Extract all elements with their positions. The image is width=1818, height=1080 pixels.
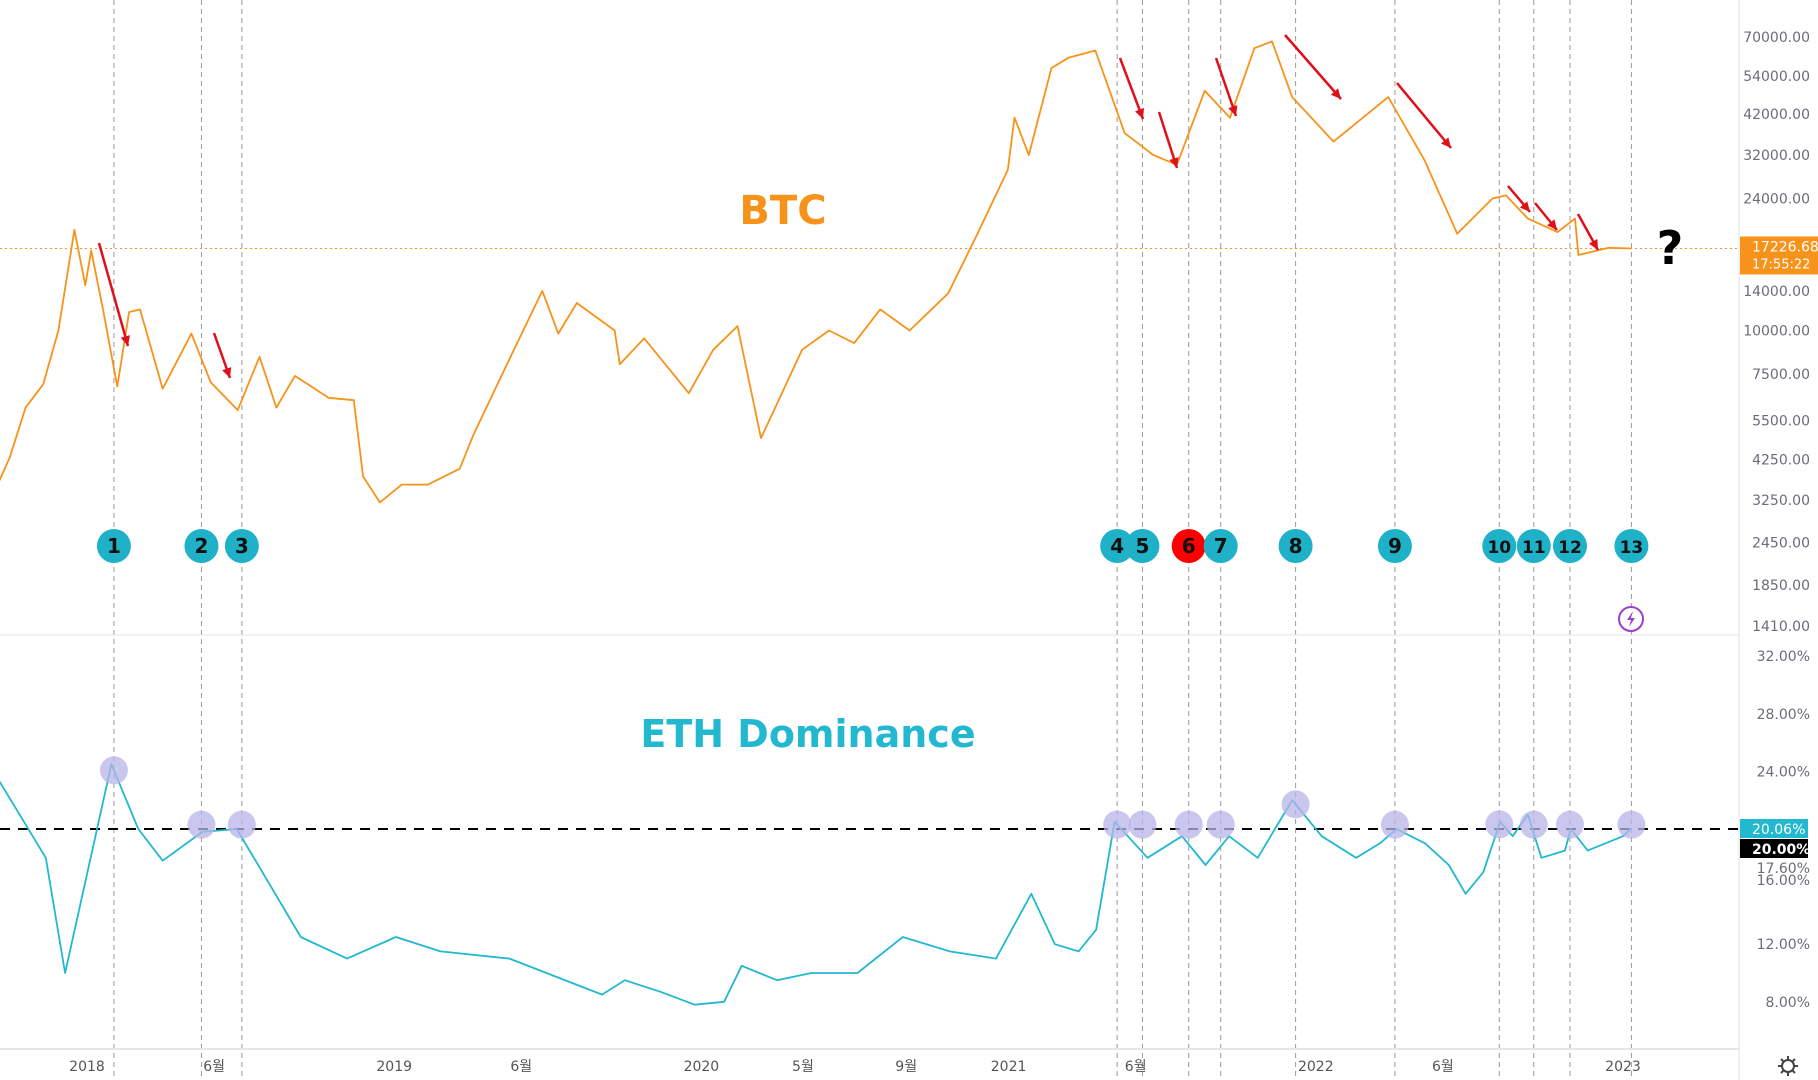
eth-event-marker [227, 810, 256, 839]
xaxis-tick-label: 9월 [895, 1059, 917, 1075]
red-arrow-annotation [212, 332, 232, 379]
eth-ytick-label: 28.00% [1757, 707, 1810, 723]
btc-countdown-label: 17:55:22 [1752, 257, 1810, 272]
eth-event-marker [1103, 810, 1132, 839]
event-badge-label: 3 [235, 534, 249, 558]
eth-dominance-series-line [0, 763, 1633, 1006]
btc-ytick-label: 2450.00 [1752, 536, 1810, 552]
event-badge-4[interactable]: 4 [1100, 529, 1135, 563]
btc-ytick-label: 54000.00 [1743, 69, 1810, 85]
red-arrow-annotation [1214, 57, 1238, 117]
red-arrow-annotation [1396, 82, 1452, 149]
event-badge-label: 10 [1487, 538, 1511, 558]
eth-ytick-label: 16.00% [1757, 873, 1810, 889]
xaxis-tick-label: 6월 [1432, 1059, 1454, 1075]
lightning-icon[interactable] [1618, 606, 1644, 632]
xaxis-tick-label: 2020 [684, 1059, 720, 1075]
xaxis-tick-label: 6월 [1125, 1059, 1147, 1075]
eth-last-value-label: 20.06% [1752, 822, 1805, 838]
event-badge-label: 9 [1388, 534, 1402, 558]
red-arrow-annotation [97, 242, 130, 347]
eth-event-marker [1519, 810, 1548, 839]
event-badge-label: 7 [1214, 534, 1228, 558]
btc-ytick-label: 1850.00 [1752, 578, 1810, 594]
question-mark: ? [1657, 221, 1684, 275]
eth-ytick-label: 17.60% [1757, 861, 1810, 877]
event-badge-13[interactable]: 13 [1614, 529, 1649, 563]
event-badge-label: 1 [107, 534, 121, 558]
btc-ytick-label: 4250.00 [1752, 453, 1810, 469]
event-badge-2[interactable]: 2 [184, 529, 219, 563]
event-badge-label: 2 [195, 534, 209, 558]
eth-event-marker [1128, 810, 1157, 839]
event-badge-label: 4 [1110, 534, 1124, 558]
btc-series-line [0, 40, 1632, 504]
red-arrow-annotation [1507, 185, 1531, 213]
red-arrow-annotation [1534, 202, 1558, 231]
event-badge-label: 13 [1620, 538, 1644, 558]
eth-reference-label: 20.00% [1752, 842, 1810, 858]
eth-ytick-label: 12.00% [1757, 937, 1810, 953]
eth-event-marker [1485, 810, 1514, 839]
btc-ytick-label: 5500.00 [1752, 414, 1810, 430]
eth-dominance-title: ETH Dominance [640, 712, 975, 756]
event-badge-label: 5 [1135, 534, 1149, 558]
event-badge-5[interactable]: 5 [1125, 529, 1160, 563]
btc-ytick-label: 3250.00 [1752, 493, 1810, 509]
eth-ytick-label: 32.00% [1757, 649, 1810, 665]
eth-value-tags: 20.06% 20.00% [1740, 819, 1810, 858]
xaxis-tick-label: 2019 [376, 1059, 412, 1075]
xaxis-tick-label: 2022 [1298, 1059, 1334, 1075]
red-arrow-annotation [1576, 213, 1600, 251]
event-badge-3[interactable]: 3 [224, 529, 259, 563]
eth-ytick-label: 8.00% [1766, 995, 1810, 1011]
event-badge-10[interactable]: 10 [1482, 529, 1517, 563]
eth-event-marker [1380, 810, 1409, 839]
event-badge-9[interactable]: 9 [1377, 529, 1412, 563]
event-badge-8[interactable]: 8 [1278, 529, 1313, 563]
xaxis-tick-label: 6월 [510, 1059, 532, 1075]
eth-event-marker [99, 756, 128, 785]
btc-ytick-label: 10000.00 [1743, 324, 1810, 340]
event-badge-1[interactable]: 1 [96, 529, 131, 563]
eth-ytick-label: 24.00% [1757, 764, 1810, 780]
btc-ytick-label: 24000.00 [1743, 191, 1810, 207]
xaxis-tick-label: 5월 [792, 1059, 814, 1075]
xaxis-tick-label: 2018 [69, 1059, 105, 1075]
btc-ytick-label: 32000.00 [1743, 148, 1810, 164]
btc-ytick-label: 14000.00 [1743, 284, 1810, 300]
event-badge-label: 8 [1289, 534, 1303, 558]
event-badge-11[interactable]: 11 [1516, 529, 1551, 563]
btc-ytick-label: 42000.00 [1743, 107, 1810, 123]
event-badge-label: 11 [1522, 538, 1546, 558]
btc-ytick-label: 1410.00 [1752, 619, 1810, 635]
event-badge-7[interactable]: 7 [1203, 529, 1238, 563]
eth-event-marker [1555, 810, 1584, 839]
xaxis-tick-label: 2023 [1605, 1059, 1641, 1075]
event-badge-label: 12 [1558, 538, 1582, 558]
red-arrow-annotation [1157, 111, 1179, 169]
event-badge-6[interactable]: 6 [1171, 529, 1206, 563]
btc-last-price-label: 17226.68 [1752, 239, 1818, 255]
btc-title: BTC [739, 188, 826, 234]
btc-price-tag: 17226.68 17:55:22 [1740, 236, 1818, 275]
red-arrow-annotation [1118, 57, 1145, 120]
event-badge-label: 6 [1182, 534, 1196, 558]
xaxis-tick-label: 6월 [203, 1059, 225, 1075]
btc-ytick-label: 70000.00 [1743, 30, 1810, 46]
eth-event-marker [1281, 790, 1310, 819]
xaxis-tick-label: 2021 [991, 1059, 1027, 1075]
gear-icon[interactable] [1778, 1056, 1798, 1076]
eth-event-marker [1174, 810, 1203, 839]
event-badge-12[interactable]: 12 [1552, 529, 1587, 563]
red-arrow-annotation [1284, 34, 1342, 100]
eth-event-marker [187, 810, 216, 839]
eth-event-marker [1617, 810, 1646, 839]
eth-event-marker [1206, 810, 1235, 839]
btc-ytick-label: 7500.00 [1752, 367, 1810, 383]
